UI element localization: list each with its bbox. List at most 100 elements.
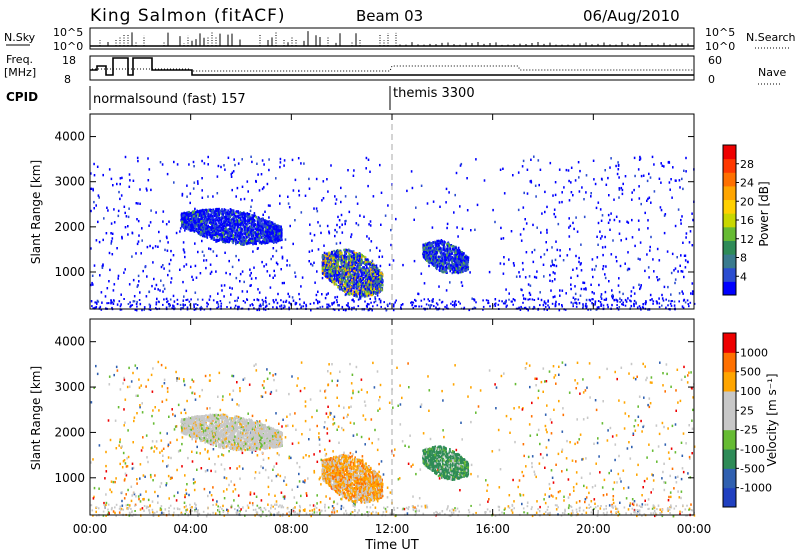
echo-cell bbox=[229, 214, 232, 218]
heatmap-cell bbox=[93, 162, 95, 166]
heatmap-cell bbox=[280, 246, 283, 249]
echo-cell bbox=[255, 234, 257, 238]
heatmap-cell bbox=[313, 261, 315, 264]
heatmap-cell bbox=[512, 174, 514, 177]
echo-cell bbox=[363, 255, 366, 259]
heatmap-cell bbox=[663, 231, 666, 235]
heatmap-cell bbox=[100, 291, 103, 294]
echo-cell bbox=[279, 229, 281, 232]
echo-cell bbox=[195, 222, 198, 225]
heatmap-cell bbox=[250, 155, 252, 158]
heatmap-cell bbox=[244, 301, 246, 304]
heatmap-cell bbox=[376, 304, 379, 307]
heatmap-cell bbox=[317, 290, 319, 293]
echo-cell bbox=[248, 233, 250, 236]
echo-cell bbox=[278, 236, 281, 239]
heatmap-cell bbox=[524, 218, 526, 221]
echo-cell bbox=[205, 218, 208, 221]
heatmap-cell bbox=[351, 306, 353, 309]
echo-cell bbox=[197, 213, 199, 216]
echo-cell bbox=[213, 219, 215, 222]
echo-cell bbox=[256, 238, 258, 241]
heatmap-cell bbox=[582, 281, 584, 284]
echo-cell bbox=[214, 220, 217, 223]
heatmap-cell bbox=[436, 303, 439, 306]
heatmap-cell bbox=[546, 248, 548, 252]
heatmap-cell bbox=[563, 186, 565, 189]
heatmap-cell bbox=[616, 307, 618, 309]
heatmap-cell bbox=[127, 225, 129, 228]
heatmap-cell bbox=[572, 305, 574, 308]
heatmap-cell bbox=[604, 290, 607, 294]
heatmap-cell bbox=[589, 299, 592, 302]
echo-cell bbox=[209, 209, 211, 212]
echo-cell bbox=[210, 221, 212, 224]
echo-cell bbox=[368, 274, 370, 277]
heatmap-cell bbox=[622, 301, 624, 304]
heatmap-cell bbox=[624, 262, 626, 265]
heatmap-cell bbox=[161, 163, 164, 166]
heatmap-cell bbox=[236, 299, 238, 302]
echo-cell bbox=[270, 231, 273, 235]
echo-cell bbox=[246, 222, 249, 225]
heatmap-cell bbox=[444, 305, 446, 308]
echo-cell bbox=[264, 231, 267, 235]
heatmap-cell bbox=[680, 222, 682, 225]
heatmap-cell bbox=[482, 305, 485, 308]
heatmap-cell bbox=[138, 280, 140, 283]
echo-cell bbox=[191, 211, 194, 214]
heatmap-cell bbox=[119, 197, 121, 201]
echo-cell bbox=[325, 267, 327, 270]
heatmap-cell bbox=[272, 276, 274, 279]
heatmap-cell bbox=[606, 303, 609, 306]
heatmap-cell bbox=[272, 247, 275, 250]
heatmap-cell bbox=[379, 299, 382, 302]
echo-cell bbox=[275, 233, 277, 237]
echo-cell bbox=[346, 255, 348, 258]
heatmap-cell bbox=[176, 303, 179, 305]
echo-cell bbox=[212, 215, 214, 218]
echo-cell bbox=[187, 213, 189, 216]
heatmap-cell bbox=[206, 301, 208, 305]
heatmap-cell bbox=[155, 283, 158, 287]
echo-cell bbox=[219, 223, 222, 226]
freq-label: Freq. bbox=[6, 53, 33, 66]
heatmap-cell bbox=[649, 176, 652, 179]
heatmap-cell bbox=[150, 209, 152, 212]
echo-cell bbox=[350, 276, 353, 279]
echo-cell bbox=[370, 290, 372, 293]
echo-cell bbox=[378, 270, 380, 273]
heatmap-cell bbox=[650, 201, 652, 204]
nsky-tick-bottom: 10^0 bbox=[53, 40, 83, 53]
heatmap-cell bbox=[546, 205, 548, 209]
heatmap-cell bbox=[112, 302, 115, 305]
heatmap-cell bbox=[593, 292, 595, 295]
heatmap-cell bbox=[304, 194, 307, 197]
echo-cell bbox=[266, 226, 269, 229]
echo-cell bbox=[211, 210, 213, 213]
heatmap-cell bbox=[446, 304, 448, 307]
heatmap-cell bbox=[611, 293, 614, 297]
heatmap-cell bbox=[253, 298, 255, 301]
heatmap-cell bbox=[334, 296, 336, 299]
heatmap-cell bbox=[575, 305, 578, 308]
heatmap-cell bbox=[618, 187, 621, 190]
heatmap-cell bbox=[615, 164, 617, 168]
heatmap-cell bbox=[148, 290, 151, 293]
echo-cell bbox=[274, 234, 276, 238]
heatmap-cell bbox=[224, 251, 226, 254]
echo-cell bbox=[324, 258, 326, 262]
heatmap-cell bbox=[205, 266, 207, 270]
heatmap-cell bbox=[230, 173, 233, 176]
echo-cell bbox=[268, 240, 270, 243]
echo-cell bbox=[263, 230, 265, 234]
echo-cell bbox=[258, 237, 261, 240]
heatmap-cell bbox=[219, 300, 222, 302]
echo-cell bbox=[258, 228, 260, 232]
echo-cell bbox=[235, 221, 237, 224]
echo-cell bbox=[241, 242, 244, 245]
heatmap-cell bbox=[203, 162, 206, 165]
echo-cell bbox=[266, 239, 269, 243]
heatmap-cell bbox=[112, 289, 115, 292]
heatmap-cell bbox=[649, 293, 652, 297]
